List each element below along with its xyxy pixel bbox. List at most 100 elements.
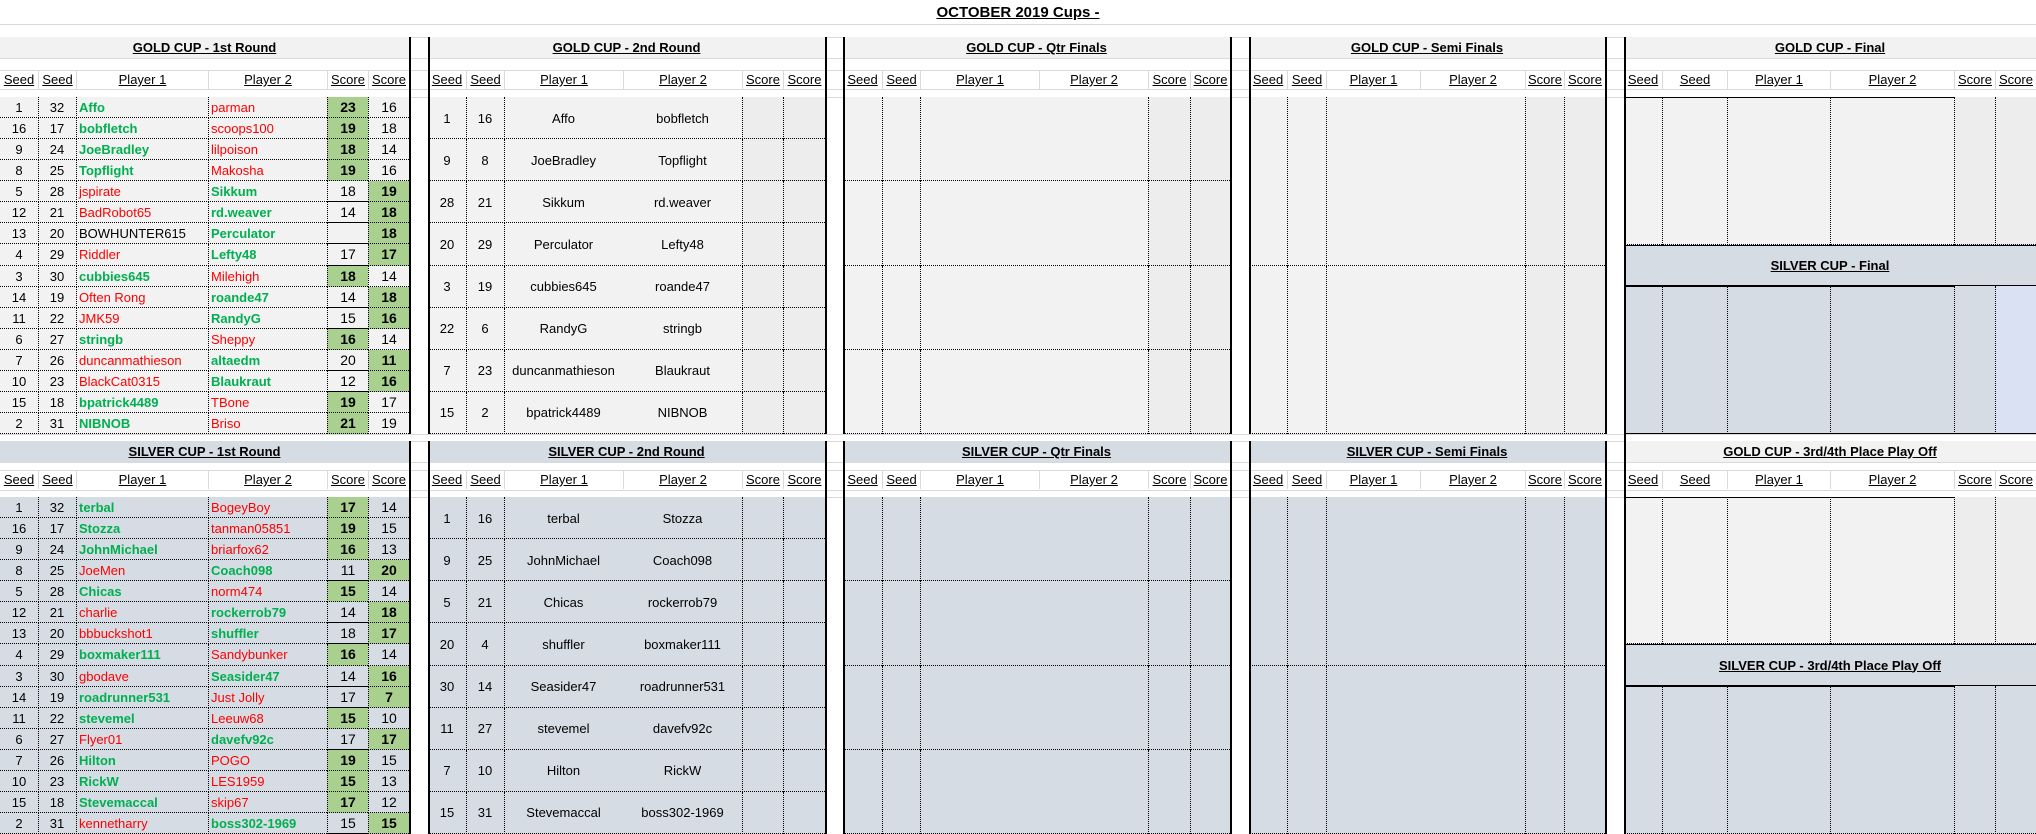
score-2[interactable]: 13 [368,770,409,792]
score-2[interactable] [783,666,825,708]
score-1[interactable]: 11 [327,560,368,582]
seed-1[interactable]: 30 [439,679,455,695]
seed-1[interactable]: 14 [11,289,27,305]
player-1[interactable]: charlie [79,605,118,621]
empty-cell[interactable] [1954,686,1995,834]
player-2[interactable]: Sandybunker [211,647,288,663]
player-1[interactable]: BadRobot65 [79,205,152,221]
empty-cell[interactable] [920,750,1148,834]
seed-1[interactable]: 1 [443,110,451,126]
player-2[interactable]: boss302-1969 [641,805,724,821]
empty-cell[interactable] [843,497,882,581]
score-1[interactable]: 15 [327,307,368,329]
player-2[interactable]: BogeyBoy [211,500,271,516]
player-2[interactable]: Sheppy [211,331,256,347]
player-2[interactable]: NIBNOB [657,405,708,421]
seed-1[interactable]: 10 [11,773,27,789]
score-2[interactable]: 18 [368,223,409,245]
score-2[interactable] [783,581,825,623]
player-1[interactable]: Often Rong [79,289,146,305]
seed-2[interactable]: 2 [481,405,489,421]
score-1[interactable]: 14 [327,286,368,308]
seed-2[interactable]: 30 [49,268,65,284]
score-2[interactable]: 13 [368,539,409,561]
empty-cell[interactable] [1326,97,1525,266]
seed-1[interactable]: 12 [11,205,27,221]
score-2[interactable]: 10 [368,707,409,729]
seed-2[interactable]: 21 [49,205,65,221]
score-1[interactable] [742,708,783,750]
player-2[interactable]: LES1959 [211,773,265,789]
player-2[interactable]: shuffler [211,626,259,642]
score-1[interactable]: 16 [327,328,368,350]
seed-2[interactable]: 26 [49,752,65,768]
player-1[interactable]: roadrunner531 [79,689,171,705]
empty-cell[interactable] [1287,97,1326,266]
seed-1[interactable]: 9 [443,552,451,568]
player-2[interactable]: Stozza [662,510,703,526]
empty-cell[interactable] [920,350,1148,434]
score-2[interactable] [783,97,825,139]
seed-1[interactable]: 20 [439,236,455,252]
score-2[interactable]: 14 [368,328,409,350]
seed-1[interactable]: 4 [15,247,23,263]
player-2[interactable]: lilpoison [211,142,258,158]
player-1[interactable]: duncanmathieson [79,352,182,368]
seed-1[interactable]: 16 [11,521,27,537]
score-2[interactable]: 18 [368,286,409,308]
player-2[interactable]: boxmaker111 [644,636,721,652]
empty-cell[interactable] [920,266,1148,350]
empty-cell[interactable] [1954,286,1995,434]
player-2[interactable]: stringb [662,321,703,337]
player-1[interactable]: boxmaker111 [79,647,161,663]
empty-cell[interactable] [1249,266,1287,435]
empty-cell[interactable] [1287,666,1326,834]
seed-2[interactable]: 31 [49,815,65,831]
seed-2[interactable]: 30 [49,668,65,684]
score-1[interactable]: 16 [327,644,368,666]
seed-1[interactable]: 15 [11,394,27,410]
player-1[interactable]: duncanmathieson [512,363,615,379]
player-1[interactable]: Chicas [79,584,122,600]
seed-1[interactable]: 11 [440,721,454,737]
player-2[interactable]: tanman05851 [211,521,291,537]
player-1[interactable]: JoeBradley [79,142,150,158]
empty-cell[interactable] [1624,286,1662,434]
empty-cell[interactable] [1564,497,1605,666]
seed-2[interactable]: 4 [481,636,489,652]
player-2[interactable]: skip67 [211,794,249,810]
score-1[interactable]: 18 [327,265,368,287]
player-1[interactable]: JoeMen [79,563,126,579]
empty-cell[interactable] [1564,97,1605,266]
player-2[interactable]: roande47 [655,279,710,295]
empty-cell[interactable] [1995,286,2036,434]
score-1[interactable] [327,223,368,245]
seed-1[interactable]: 6 [15,731,23,747]
score-2[interactable] [783,266,825,308]
seed-2[interactable]: 23 [477,363,493,379]
empty-cell[interactable] [1190,581,1230,665]
score-1[interactable] [742,308,783,350]
empty-cell[interactable] [1326,497,1525,666]
score-2[interactable] [783,223,825,265]
player-2[interactable]: davefv92c [211,731,274,747]
player-1[interactable]: JoeBradley [530,152,597,168]
score-2[interactable]: 17 [368,728,409,750]
player-1[interactable]: BlackCat0315 [79,373,160,389]
empty-cell[interactable] [1287,497,1326,666]
player-1[interactable]: shuffler [542,636,585,652]
empty-cell[interactable] [1148,750,1190,834]
score-1[interactable]: 17 [327,497,368,519]
empty-cell[interactable] [1249,497,1287,666]
player-2[interactable]: Makosha [211,163,264,179]
seed-1[interactable]: 12 [11,605,27,621]
score-2[interactable]: 15 [368,812,409,834]
player-2[interactable]: rockerrob79 [647,594,718,610]
player-1[interactable]: Affo [552,110,575,126]
player-2[interactable]: Topflight [658,152,707,168]
empty-cell[interactable] [1830,497,1954,644]
score-2[interactable] [783,139,825,181]
score-1[interactable] [742,666,783,708]
seed-1[interactable]: 11 [12,310,26,326]
score-2[interactable] [783,539,825,581]
